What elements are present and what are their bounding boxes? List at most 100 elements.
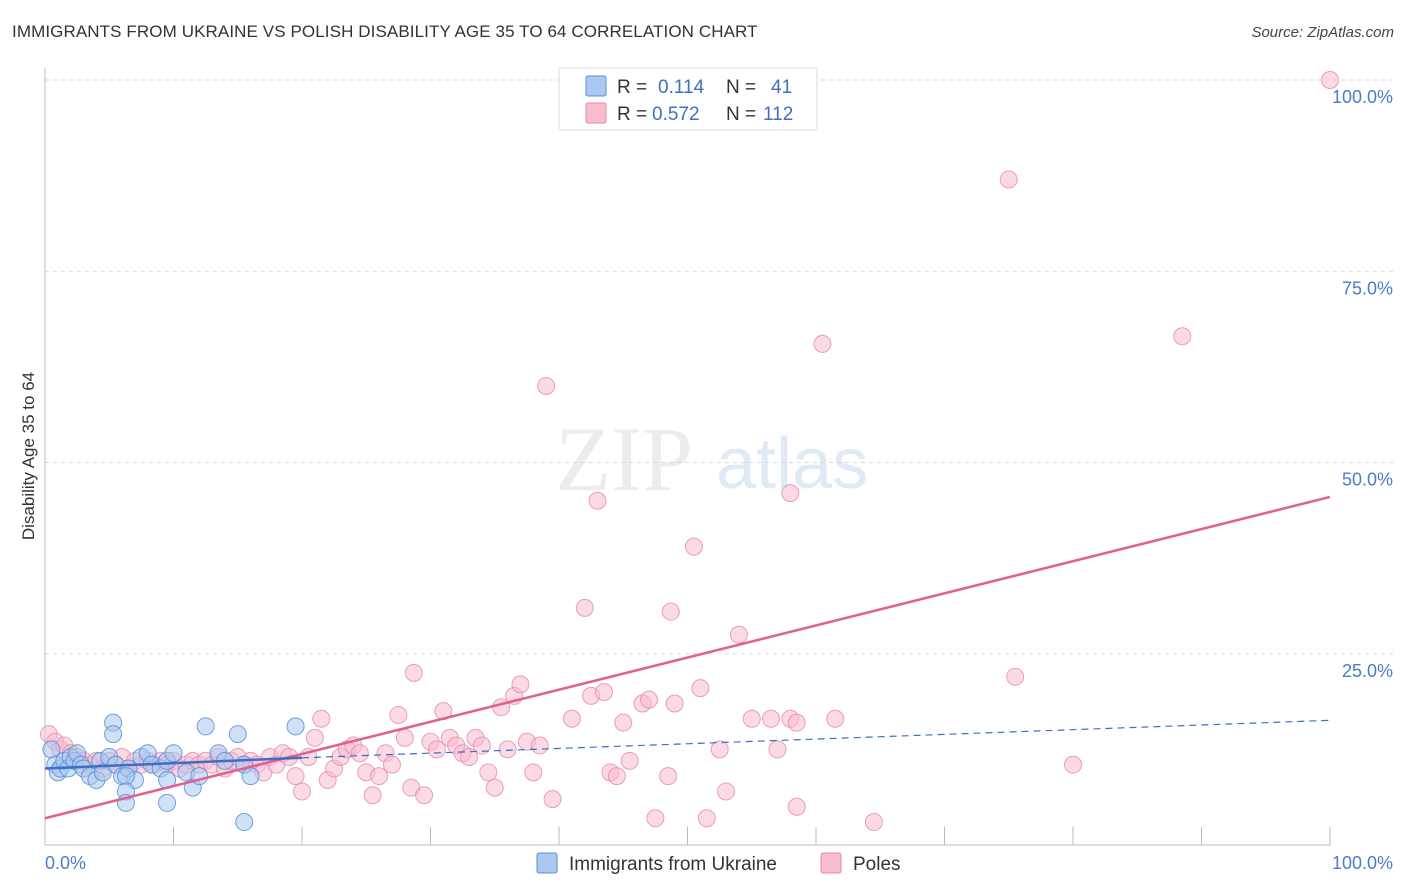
poles-point — [530, 736, 549, 755]
poles-point — [395, 728, 414, 747]
correlation-legend: R = 0.114 N = 41 R = 0.572 N = 112 — [558, 67, 818, 131]
poles-point — [999, 170, 1018, 189]
bottom-legend-poles-label: Poles — [853, 854, 901, 875]
series-legend: Immigrants from Ukraine Poles — [536, 852, 901, 875]
legend-poles-r-value: 0.572 — [652, 104, 700, 125]
y-tick-label-25: 25.0% — [1342, 661, 1393, 681]
ukraine-point — [116, 767, 135, 786]
chart-title: IMMIGRANTS FROM UKRAINE VS POLISH DISABI… — [12, 22, 758, 41]
source-credit: Source: ZipAtlas.com — [1251, 24, 1394, 41]
bottom-legend-ukraine-swatch — [536, 852, 558, 874]
poles-point — [639, 690, 658, 709]
poles-point — [363, 786, 382, 805]
poles-point — [781, 484, 800, 503]
x-tick-label-min: 0.0% — [45, 853, 86, 873]
poles-point — [1064, 755, 1082, 774]
poles-point — [1321, 71, 1339, 89]
ukraine-point — [241, 767, 260, 786]
poles-point — [787, 797, 806, 816]
poles-point — [485, 778, 504, 797]
poles-points — [39, 71, 1339, 832]
poles-point — [659, 767, 678, 786]
poles-point — [768, 740, 787, 759]
poles-point — [460, 748, 479, 767]
poles-point — [350, 744, 369, 763]
ukraine-point — [164, 744, 183, 763]
ukraine-point — [196, 717, 215, 736]
ukraine-point — [228, 725, 247, 744]
poles-point — [864, 813, 883, 832]
legend-ukraine-r-label: R = — [617, 77, 647, 98]
poles-point — [787, 713, 806, 732]
poles-point — [312, 709, 331, 728]
poles-point — [710, 740, 729, 759]
x-tick-label-max: 100.0% — [1332, 853, 1393, 873]
poles-point — [717, 782, 736, 801]
ukraine-point — [235, 813, 254, 832]
poles-point — [665, 694, 684, 713]
poles-point — [562, 709, 581, 728]
poles-trendline — [44, 495, 1331, 820]
poles-point — [524, 763, 543, 782]
poles-point — [813, 334, 832, 353]
poles-point — [620, 751, 639, 770]
poles-point — [511, 675, 530, 694]
poles-point — [1173, 327, 1192, 346]
y-tick-label-50: 50.0% — [1342, 470, 1393, 490]
legend-ukraine-swatch — [585, 75, 607, 97]
poles-point — [826, 709, 845, 728]
poles-point — [498, 740, 517, 759]
poles-point — [607, 767, 626, 786]
legend-poles-swatch — [585, 102, 607, 124]
legend-ukraine-n-value: 41 — [771, 77, 792, 98]
y-tick-label-100: 100.0% — [1332, 87, 1393, 107]
poles-point — [305, 728, 324, 747]
poles-point — [472, 736, 491, 755]
poles-point — [427, 740, 446, 759]
ukraine-trendline-projection — [301, 719, 1331, 759]
watermark-zip: ZIP — [555, 408, 693, 510]
poles-point — [389, 705, 408, 724]
ukraine-point — [286, 717, 305, 736]
legend-poles-n-label: N = — [726, 104, 756, 125]
poles-point — [370, 767, 389, 786]
ukraine-trendline — [44, 756, 303, 770]
bottom-legend-ukraine-label: Immigrants from Ukraine — [569, 854, 777, 875]
poles-point — [382, 755, 401, 774]
poles-point — [1006, 667, 1025, 686]
poles-point — [742, 709, 761, 728]
poles-point — [588, 491, 607, 510]
poles-point — [479, 763, 498, 782]
trendlines — [44, 495, 1331, 820]
axes — [44, 68, 1331, 846]
watermark: ZIP atlas — [555, 408, 868, 510]
poles-point — [594, 683, 613, 701]
poles-point — [646, 809, 665, 828]
poles-point — [614, 713, 633, 732]
poles-point — [762, 709, 781, 728]
poles-point — [697, 809, 716, 828]
poles-point — [684, 537, 703, 556]
poles-point — [661, 602, 680, 621]
poles-point — [729, 625, 748, 644]
ukraine-point — [104, 725, 123, 744]
poles-point — [415, 786, 434, 805]
y-axis-label: Disability Age 35 to 64 — [19, 372, 38, 540]
legend-poles-r-label: R = — [617, 104, 647, 125]
poles-point — [575, 598, 594, 617]
ukraine-point — [158, 793, 177, 812]
y-tick-labels: 25.0% 50.0% 75.0% 100.0% — [1332, 87, 1393, 681]
poles-point — [404, 663, 423, 682]
legend-ukraine-r-value: 0.114 — [658, 77, 705, 98]
legend-ukraine-n-label: N = — [726, 77, 756, 98]
poles-point — [293, 782, 311, 801]
y-tick-label-75: 75.0% — [1342, 278, 1393, 298]
gridlines — [45, 79, 1395, 655]
poles-point — [543, 790, 562, 809]
bottom-legend-poles-swatch — [820, 852, 842, 874]
poles-point — [691, 679, 710, 698]
poles-point — [537, 377, 556, 395]
poles-point — [286, 767, 305, 786]
x-tick-labels: 0.0% 100.0% — [45, 853, 1393, 873]
